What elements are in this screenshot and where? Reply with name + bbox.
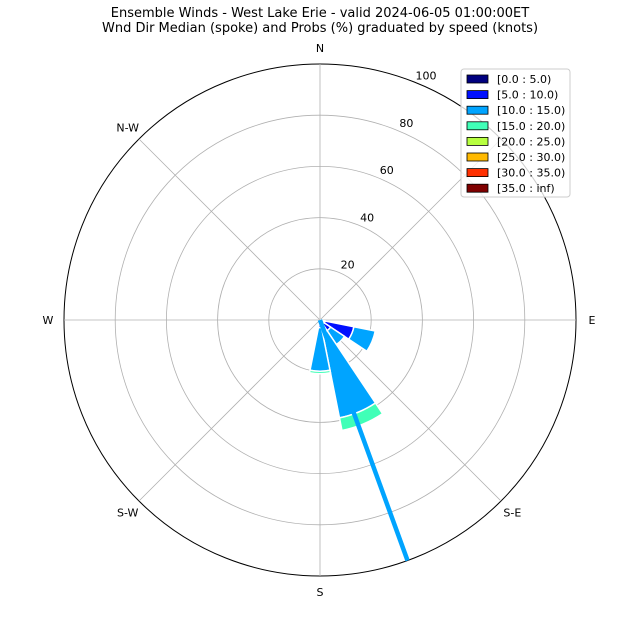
legend-label-1: [5.0 : 10.0)	[497, 89, 558, 102]
legend-label-2: [10.0 : 15.0)	[497, 104, 565, 117]
radial-tick-label-40: 40	[360, 211, 374, 224]
legend-swatch-3	[466, 121, 489, 131]
axis-labels: N E S-E S S-W W N-W 20 40 60 80 100	[43, 42, 596, 599]
grid-spoke	[319, 319, 502, 502]
direction-label-s: S	[317, 586, 324, 599]
wind-bar-157.5-bin3	[338, 401, 384, 432]
direction-label-w: W	[43, 314, 54, 327]
direction-label-s-e: S-E	[503, 506, 521, 519]
radial-tick-label-80: 80	[399, 117, 413, 130]
wind-bar-112.5-bin2	[347, 325, 377, 353]
polar-grid	[63, 63, 577, 577]
median-spoke-layer	[317, 319, 410, 562]
median-spoke	[317, 319, 410, 562]
legend-swatch-6	[466, 168, 489, 178]
direction-label-s-w: S-W	[117, 506, 139, 519]
chart-title: Ensemble Winds - West Lake Erie - valid …	[111, 6, 529, 21]
legend-label-3: [15.0 : 20.0)	[497, 120, 565, 133]
legend-swatch-4	[466, 136, 489, 146]
legend-label-4: [20.0 : 25.0)	[497, 135, 565, 148]
legend-label-7: [35.0 : inf)	[497, 182, 555, 195]
radial-tick-label-20: 20	[341, 259, 355, 272]
legend-box	[460, 68, 571, 198]
legend-swatch-7	[466, 183, 489, 193]
legend-swatch-0	[466, 74, 489, 84]
radial-tick-label-100: 100	[415, 69, 436, 82]
direction-label-n-w: N-W	[116, 122, 139, 135]
legend-label-5: [25.0 : 30.0)	[497, 151, 565, 164]
chart-subtitle: Wnd Dir Median (spoke) and Probs (%) gra…	[102, 21, 538, 36]
legend: [0.0 : 5.0) [5.0 : 10.0) [10.0 : 15.0) [15.…	[460, 68, 571, 198]
legend-swatch-2	[466, 105, 489, 115]
legend-label-6: [30.0 : 35.0)	[497, 167, 565, 180]
grid-spoke	[138, 319, 321, 502]
grid-spoke	[138, 138, 321, 321]
direction-label-e: E	[589, 314, 596, 327]
wind-bar-180-bin3	[308, 369, 332, 375]
legend-label-0: [0.0 : 5.0)	[497, 73, 551, 86]
direction-label-n: N	[316, 42, 324, 55]
legend-swatch-5	[466, 152, 489, 162]
radial-tick-label-60: 60	[380, 164, 394, 177]
legend-swatch-1	[466, 90, 489, 99]
wind-sectors	[308, 319, 384, 432]
